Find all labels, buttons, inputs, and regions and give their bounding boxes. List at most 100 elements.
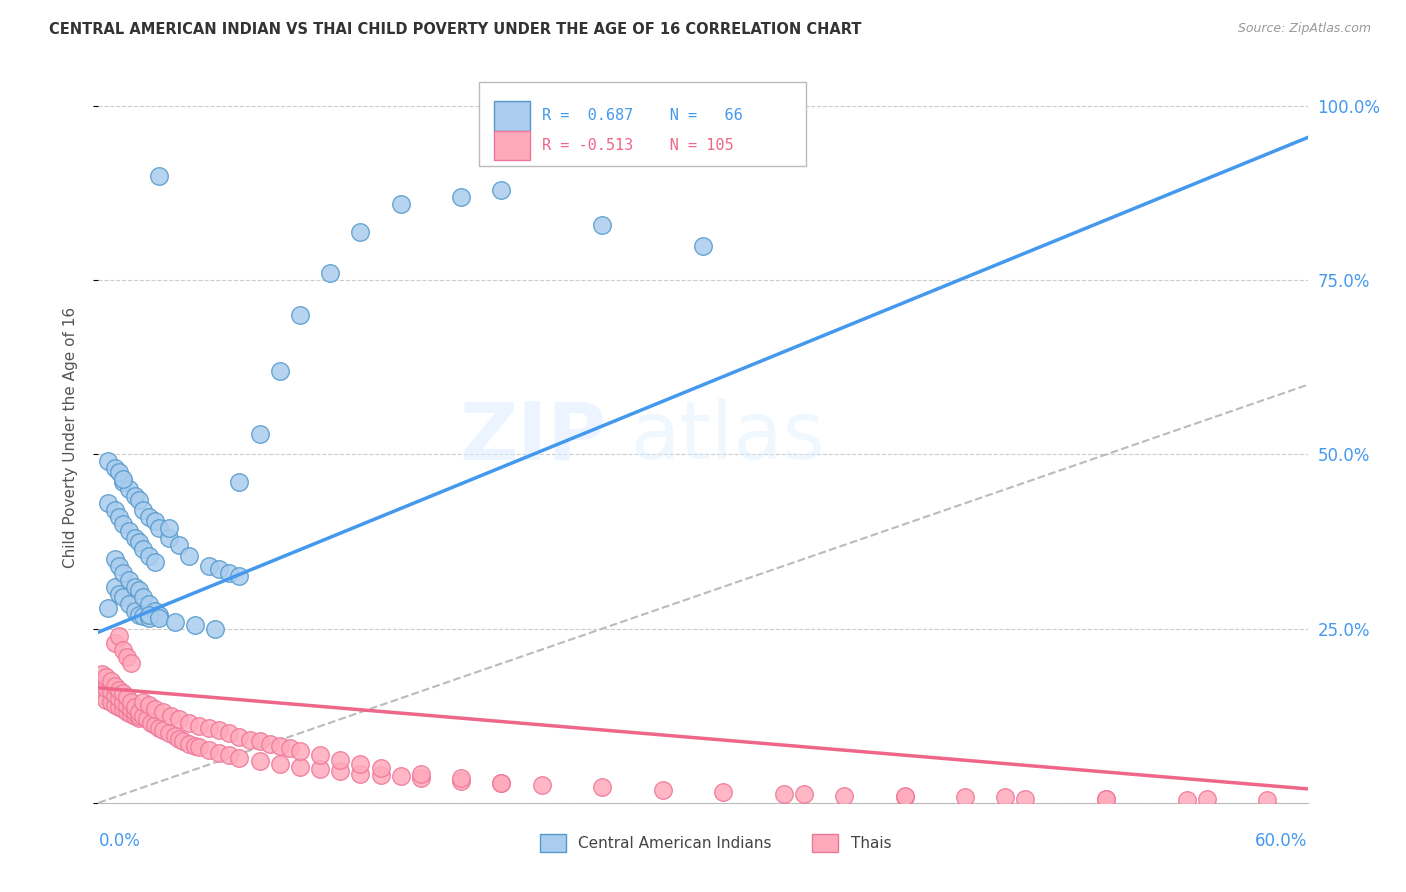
Point [148,721,170,735]
Point [107,558,129,573]
Point [1256,793,1278,807]
Point [259,737,281,751]
Point [228,569,250,583]
Text: Thais: Thais [851,836,891,851]
Point [711,785,734,799]
Point [269,757,291,772]
Point [288,308,311,322]
Point [111,566,134,580]
Point [97,600,120,615]
Point [152,705,174,719]
Point [228,750,250,764]
Point [953,790,976,805]
Point [491,776,513,790]
Point [148,607,170,622]
Point [124,604,146,618]
Point [1095,792,1118,806]
Point [491,183,513,197]
Point [208,562,231,576]
Point [111,695,134,709]
Point [269,739,291,753]
Point [793,788,815,802]
Point [349,766,371,780]
Text: R = -0.513    N = 105: R = -0.513 N = 105 [543,138,734,153]
Point [128,607,150,622]
Point [132,708,155,723]
Point [208,723,231,737]
Point [239,733,262,747]
Point [179,549,201,563]
Point [409,771,432,785]
Point [120,695,142,709]
Point [103,688,125,702]
Point [115,698,138,713]
Point [103,461,125,475]
Point [188,740,211,755]
Point [772,788,794,802]
Point [120,657,142,671]
Point [103,552,125,566]
Point [349,225,371,239]
Point [163,729,186,743]
Point [111,642,134,657]
Point [319,266,342,280]
Point [269,364,291,378]
Point [100,684,122,698]
Point [249,754,271,768]
Point [118,573,141,587]
Text: atlas: atlas [630,398,825,476]
Point [370,761,392,775]
Point [1175,793,1198,807]
Point [128,492,150,507]
Point [128,705,150,719]
Point [103,503,125,517]
Point [124,705,146,719]
Point [111,686,134,700]
Point [198,721,221,735]
Point [128,708,150,723]
Point [132,591,155,605]
Point [138,698,160,713]
Point [103,635,125,649]
Text: ZIP: ZIP [458,398,606,476]
Text: Source: ZipAtlas.com: Source: ZipAtlas.com [1237,22,1371,36]
Bar [479,82,806,167]
Point [157,726,180,740]
Point [491,776,513,790]
Bar [494,102,530,130]
Y-axis label: Child Poverty Under the Age of 16: Child Poverty Under the Age of 16 [63,307,77,567]
Point [91,688,114,702]
Point [111,591,134,605]
Point [692,238,714,252]
Bar [494,131,530,160]
Point [91,677,114,691]
Point [100,695,122,709]
Point [124,489,146,503]
Point [218,726,240,740]
Point [1195,792,1218,806]
Text: R =  0.687    N =   66: R = 0.687 N = 66 [543,109,742,123]
Point [138,510,160,524]
Point [139,715,162,730]
Point [100,673,122,688]
Point [249,426,271,441]
Point [160,708,183,723]
Point [179,715,201,730]
Point [309,748,332,763]
Point [91,667,114,681]
Point [450,772,472,786]
Point [138,607,160,622]
Text: Central American Indians: Central American Indians [578,836,772,851]
Point [148,169,170,183]
Point [288,743,311,757]
Point [115,649,138,664]
Point [124,580,146,594]
Point [107,465,129,479]
Point [172,734,194,748]
Point [893,789,915,803]
Point [148,521,170,535]
Point [157,531,180,545]
Point [111,702,134,716]
Point [132,503,155,517]
Point [132,695,155,709]
